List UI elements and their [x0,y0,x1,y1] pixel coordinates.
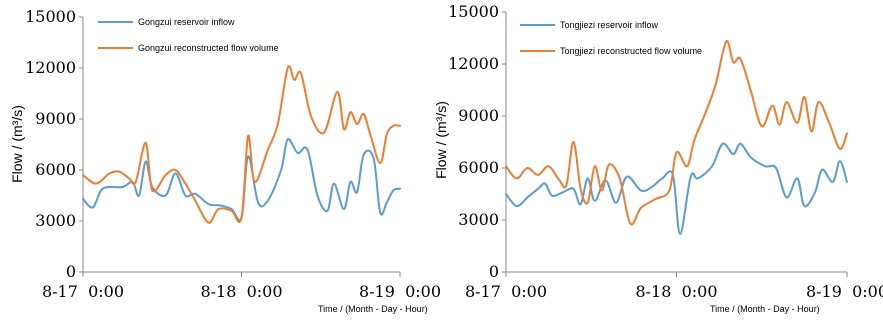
y-axis-title: Flow / (m³/s) [9,105,25,183]
legend-label: Gongzui reconstructed flow volume [138,43,279,53]
y-axis-title: Flow / (m³/s) [433,101,449,179]
y-tick-label: 9000 [35,109,76,128]
legend-label: Tongjiezi reconstructed flow volume [560,46,702,56]
y-tick-label: 3000 [35,211,76,230]
x-tick-label: 8-17 0:00 [42,282,124,301]
x-tick-label: 8-19 0:00 [806,282,883,301]
x-axis-title: Time / (Month - Day - Hour) [710,304,820,314]
series-line-inflow [505,142,848,235]
y-tick-label: 15000 [25,7,76,26]
series-line-reconstructed [505,40,848,226]
y-tick-label: 9000 [458,106,499,125]
x-tick-label: 8-17 0:00 [465,282,547,301]
legend-label: Gongzui reservoir inflow [138,17,235,27]
series-line-reconstructed [82,65,401,224]
y-tick-label: 6000 [458,158,499,177]
x-axis-title: Time / (Month - Day - Hour) [318,304,428,314]
y-tick-label: 0 [489,262,499,281]
x-tick-label: 8-19 0:00 [359,282,441,301]
chart-gongzui: 0 3000 6000 9000 12000 15000 8-17 0:00 8-18 0:0… [9,7,441,314]
y-tick-label: 15000 [448,2,499,21]
y-tick-label: 6000 [35,160,76,179]
x-tick-label: 8-18 0:00 [635,282,717,301]
legend-label: Tongjiezi reservoir inflow [560,20,659,30]
y-tick-label: 3000 [458,210,499,229]
y-tick-label: 0 [66,262,76,281]
series-line-inflow [82,138,401,222]
y-tick-label: 12000 [448,54,499,73]
y-tick-label: 12000 [25,58,76,77]
chart-tongjiezi: 0 3000 6000 9000 12000 15000 8-17 0:00 8-18 0:0… [433,2,883,314]
x-tick-label: 8-18 0:00 [200,282,282,301]
